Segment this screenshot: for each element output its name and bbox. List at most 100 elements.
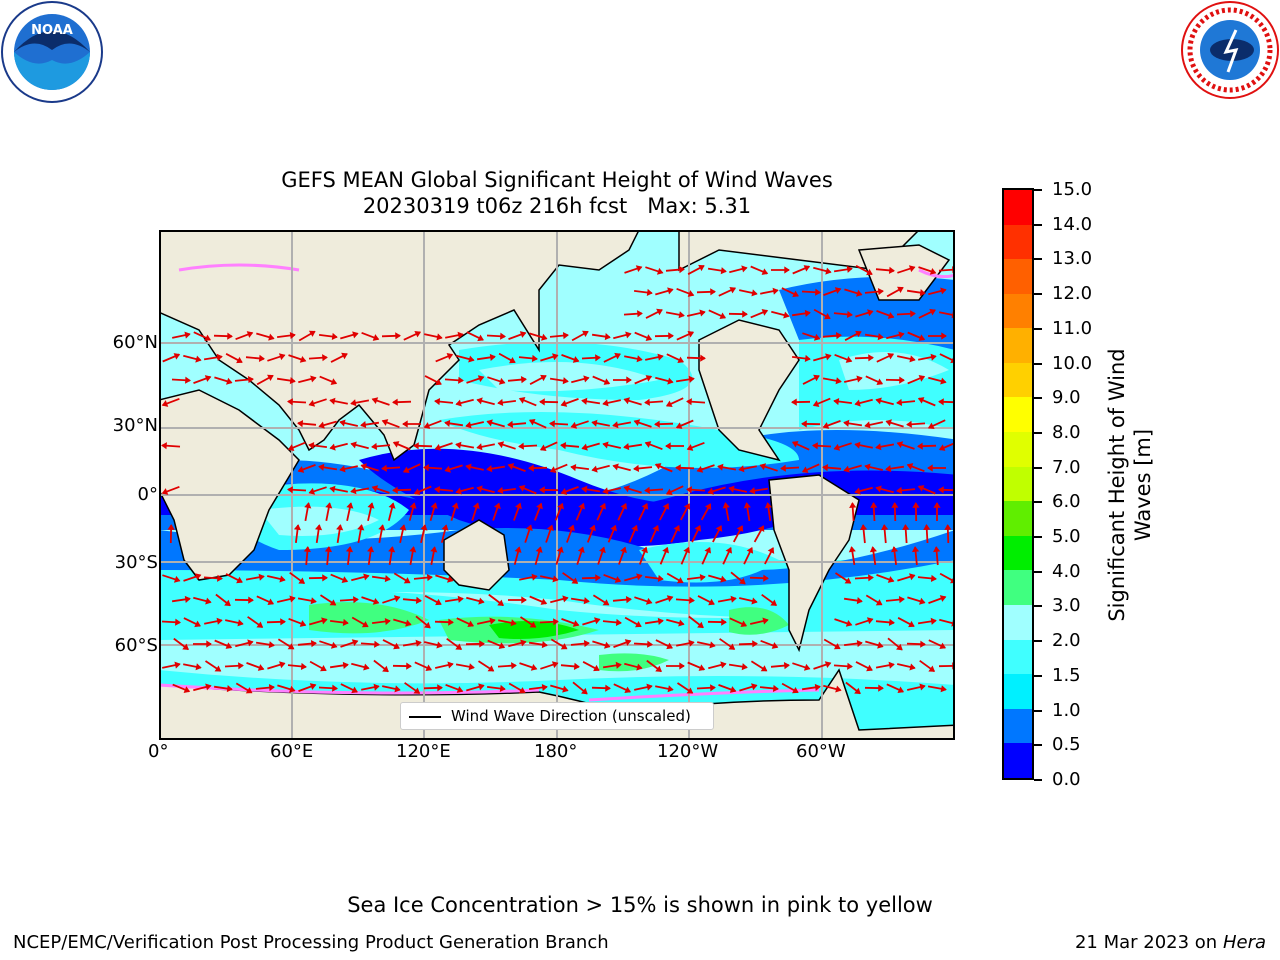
wave-direction-arrowhead (917, 442, 923, 450)
wave-direction-arrowhead (572, 356, 580, 363)
wave-direction-arrowhead (520, 376, 527, 384)
wave-direction-arrowhead (540, 598, 548, 605)
wave-direction-arrowhead (602, 441, 609, 449)
colorbar-tick-label: 11.0 (1052, 317, 1093, 339)
wave-direction-arrowhead (666, 642, 673, 650)
wave-direction-arrowhead (654, 420, 660, 428)
wave-direction-arrowhead (497, 486, 504, 495)
wave-direction-arrowhead (437, 684, 443, 692)
wave-direction-arrowhead (531, 573, 538, 581)
wave-direction-arrowhead (498, 377, 506, 385)
wave-direction-arrowhead (371, 442, 378, 451)
wave-direction-arrowhead (174, 661, 181, 669)
wave-direction-arrowhead (280, 618, 286, 626)
wave-direction-arrowhead (479, 640, 485, 648)
wave-direction-arrowhead (665, 400, 673, 408)
wave-direction-arrowhead (941, 332, 947, 340)
wave-direction-arrowhead (330, 641, 338, 649)
wave-direction-arrowhead (373, 683, 380, 691)
wave-direction-arrowhead (637, 310, 643, 318)
wave-direction-arrowhead (539, 398, 545, 406)
wave-direction-arrowhead (184, 595, 191, 603)
wave-direction-arrowhead (846, 265, 853, 273)
wave-direction-arrowhead (430, 502, 438, 509)
wave-direction-arrowhead (877, 287, 884, 296)
wave-direction-arrowhead (833, 397, 840, 406)
wave-height-map (159, 230, 955, 740)
wave-direction-arrowhead (683, 546, 690, 554)
wave-direction-arrowhead (268, 333, 275, 341)
wave-direction-arrowhead (339, 419, 346, 427)
colorbar-tick-label: 12.0 (1052, 283, 1093, 305)
wave-direction-arrowhead (854, 687, 861, 695)
wave-direction-arrowhead (751, 683, 758, 691)
wave-direction-arrowhead (194, 620, 201, 628)
wave-direction-arrowhead (698, 664, 706, 671)
wave-direction-arrowhead (623, 485, 630, 493)
wave-direction-arrowhead (549, 420, 555, 428)
wave-direction-arrowhead (593, 664, 600, 672)
colorbar-tick-label: 10.0 (1052, 352, 1093, 374)
colorbar-tick (1034, 466, 1042, 469)
wave-direction-arrowhead (577, 546, 585, 554)
wave-direction-arrowhead (612, 421, 619, 429)
wave-direction-arrowhead (909, 663, 916, 671)
colorbar-tick-label: 14.0 (1052, 213, 1093, 235)
wave-direction-arrowhead (423, 422, 431, 429)
wave-direction-arrowhead (929, 308, 936, 316)
wave-direction-arrowhead (801, 420, 807, 428)
wave-direction-arrowhead (595, 354, 601, 362)
wave-direction-arrowhead (822, 422, 830, 429)
wave-direction-arrowhead (919, 289, 926, 297)
wave-direction-arrowhead (919, 597, 926, 605)
wave-direction-arrowhead (696, 465, 704, 473)
colorbar-tick (1034, 223, 1042, 226)
wave-direction-arrowhead (939, 642, 947, 650)
wave-direction-arrowhead (560, 442, 567, 450)
wave-direction-arrowhead (247, 639, 254, 647)
wave-direction-arrowhead (530, 663, 538, 671)
wave-direction-arrowhead (620, 546, 627, 554)
wave-direction-arrowhead (770, 599, 778, 606)
wave-direction-arrowhead (258, 354, 265, 362)
wave-direction-arrowhead (549, 466, 557, 473)
wave-direction-arrowhead (675, 422, 683, 429)
lon-label: 60°W (796, 741, 846, 762)
wave-direction-arrowhead (846, 310, 853, 319)
wave-direction-arrowhead (562, 331, 569, 340)
colorbar-tick-label: 1.0 (1052, 699, 1081, 721)
wave-direction-arrowhead (206, 640, 212, 648)
wave-direction-arrowhead (205, 597, 212, 605)
arrow-legend: Wind Wave Direction (unscaled) (400, 702, 714, 730)
wave-direction-arrowhead (812, 442, 818, 450)
wave-direction-arrowhead (446, 353, 454, 360)
wave-direction-arrowhead (729, 286, 737, 294)
wave-direction-arrowhead (374, 640, 380, 648)
wave-direction-arrowhead (928, 665, 936, 672)
wave-direction-arrowhead (465, 421, 472, 429)
wave-direction-arrowhead (686, 398, 692, 406)
wave-direction-arrowhead (856, 639, 863, 648)
wave-direction-arrowhead (647, 640, 653, 648)
wave-direction-arrowhead (224, 599, 231, 607)
wave-direction-arrowhead (531, 354, 538, 363)
wave-direction-arrowhead (468, 663, 475, 671)
wave-direction-arrowhead (715, 525, 723, 532)
wave-direction-arrowhead (906, 420, 912, 428)
wave-direction-arrowhead (562, 685, 569, 693)
wave-direction-arrowhead (679, 662, 685, 670)
lon-label: 120°E (396, 741, 451, 762)
wave-direction-arrowhead (535, 546, 543, 553)
wave-direction-arrowhead (604, 641, 611, 649)
wave-direction-arrowhead (885, 465, 892, 473)
colorbar (1002, 188, 1034, 780)
lat-label: 30°N (112, 415, 158, 436)
wave-direction-arrowhead (877, 333, 884, 341)
wave-direction-arrowhead (784, 266, 790, 274)
colorbar-tick (1034, 779, 1042, 781)
wave-direction-arrowhead (730, 595, 737, 603)
colorbar-tick-label: 5.0 (1052, 526, 1081, 548)
wave-direction-arrowhead (887, 312, 895, 319)
lat-label: 30°S (114, 552, 158, 573)
colorbar-tick-label: 0.0 (1052, 769, 1081, 790)
